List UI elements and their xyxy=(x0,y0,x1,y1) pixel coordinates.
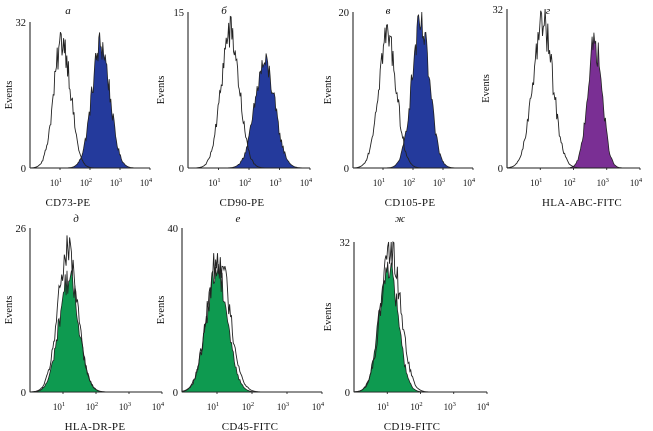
y-zero-label: 0 xyxy=(345,388,350,399)
x-tick-label: 104 xyxy=(140,177,153,188)
y-zero-label: 0 xyxy=(344,164,349,175)
x-tick-label: 102 xyxy=(410,401,422,412)
panel-letter: ж xyxy=(395,213,406,225)
marker-label: HLA-DR-PE xyxy=(65,421,126,431)
histogram-filled-cd73-pe xyxy=(30,32,150,169)
histogram-isotype-outline xyxy=(506,8,640,169)
x-tick-label: 103 xyxy=(119,401,131,412)
histogram-panel-4: 32 0 Events 101 102 103 104 HLA-ABC-FITC г xyxy=(481,5,643,209)
x-tick-label: 101 xyxy=(208,177,220,188)
x-tick-label: 102 xyxy=(403,177,415,188)
panel-letter: д xyxy=(73,213,79,225)
y-max-label: 26 xyxy=(16,224,27,235)
x-tick-label: 101 xyxy=(53,401,65,412)
x-tick-label: 103 xyxy=(433,177,445,188)
x-tick-label: 101 xyxy=(530,177,542,188)
panel-letter: г xyxy=(546,5,551,17)
histogram-isotype-outline xyxy=(30,32,150,169)
histogram-panel-7: 32 0 Events 101 102 103 104 CD19-FITC ж xyxy=(323,213,490,431)
y-zero-label: 0 xyxy=(173,388,178,399)
x-tick-label: 104 xyxy=(300,177,313,188)
y-axis-label: Events xyxy=(323,76,334,105)
y-max-label: 32 xyxy=(493,5,504,16)
histogram-filled-cd90-pe xyxy=(188,53,310,169)
panel-letter: е xyxy=(236,213,241,225)
marker-label: CD90-PE xyxy=(220,197,265,209)
histogram-filled-cd19-fitc xyxy=(353,261,487,393)
x-tick-label: 103 xyxy=(269,177,281,188)
x-tick-label: 103 xyxy=(110,177,122,188)
y-axis-label: Events xyxy=(4,81,15,110)
x-tick-label: 102 xyxy=(80,177,92,188)
x-tick-label: 104 xyxy=(312,401,325,412)
y-axis-label: Events xyxy=(481,74,492,103)
histogram-panel-2: 15 0 Events 101 102 103 104 CD90-PE б xyxy=(156,5,313,209)
y-max-label: 15 xyxy=(174,8,185,19)
panel-letter: а xyxy=(65,5,71,17)
marker-label: CD45-FITC xyxy=(222,421,278,431)
y-axis-label: Events xyxy=(156,76,167,105)
histogram-filled-hla-dr-pe xyxy=(29,270,162,393)
histogram-panel-6: 40 0 Events 101 102 103 104 CD45-FITC е xyxy=(156,213,325,431)
histogram-isotype-outline xyxy=(30,235,162,393)
y-max-label: 20 xyxy=(339,8,350,19)
x-tick-label: 102 xyxy=(239,177,251,188)
x-tick-label: 102 xyxy=(242,401,254,412)
y-zero-label: 0 xyxy=(21,164,26,175)
histogram-isotype-outline xyxy=(181,253,322,393)
histogram-panel-5: 26 0 Events 101 102 103 104 HLA-DR-PE д xyxy=(4,213,165,431)
x-tick-label: 101 xyxy=(377,401,389,412)
y-axis-label: Events xyxy=(156,296,167,325)
x-tick-label: 103 xyxy=(277,401,289,412)
y-max-label: 40 xyxy=(168,224,179,235)
y-axis-label: Events xyxy=(323,303,334,332)
marker-label: CD105-PE xyxy=(385,197,436,209)
y-axis-label: Events xyxy=(4,296,15,325)
x-tick-label: 101 xyxy=(373,177,385,188)
x-tick-label: 104 xyxy=(463,177,476,188)
y-zero-label: 0 xyxy=(498,164,503,175)
histogram-isotype-outline xyxy=(188,15,310,169)
x-tick-label: 104 xyxy=(152,401,165,412)
x-tick-label: 104 xyxy=(477,401,490,412)
x-tick-label: 104 xyxy=(630,177,643,188)
x-tick-label: 101 xyxy=(207,401,219,412)
histogram-filled-cd45-fitc xyxy=(181,263,322,393)
y-max-label: 32 xyxy=(16,18,27,29)
histogram-panel-1: 32 0 Events 101 102 103 104 CD73-PE а xyxy=(4,5,153,209)
histogram-filled-hla-abc-fitc xyxy=(507,32,640,169)
y-max-label: 32 xyxy=(340,238,351,249)
x-tick-label: 102 xyxy=(86,401,98,412)
panel-letter: в xyxy=(386,5,391,17)
marker-label: CD19-FITC xyxy=(384,421,440,431)
marker-label: CD73-PE xyxy=(46,197,91,209)
panel-letter: б xyxy=(221,5,227,17)
x-tick-label: 103 xyxy=(444,401,456,412)
x-tick-label: 103 xyxy=(597,177,609,188)
histogram-panel-3: 20 0 Events 101 102 103 104 CD105-PE в xyxy=(323,5,476,209)
histogram-isotype-outline xyxy=(353,24,473,169)
x-tick-label: 102 xyxy=(563,177,575,188)
y-zero-label: 0 xyxy=(179,164,184,175)
marker-label: HLA-ABC-FITC xyxy=(542,197,622,209)
histogram-isotype-outline xyxy=(353,241,487,393)
y-zero-label: 0 xyxy=(21,388,26,399)
x-tick-label: 101 xyxy=(50,177,62,188)
